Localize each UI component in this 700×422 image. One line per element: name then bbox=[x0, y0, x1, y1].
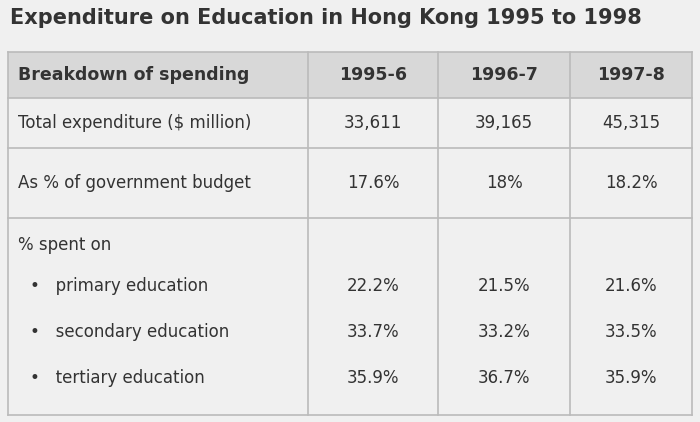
Text: 21.5%: 21.5% bbox=[477, 277, 531, 295]
Bar bbox=[308, 98, 438, 148]
Text: 35.9%: 35.9% bbox=[346, 369, 399, 387]
Bar bbox=[570, 148, 692, 218]
Bar bbox=[438, 218, 570, 415]
Text: 18.2%: 18.2% bbox=[605, 174, 657, 192]
Text: 1995-6: 1995-6 bbox=[339, 66, 407, 84]
Text: 1997-8: 1997-8 bbox=[597, 66, 665, 84]
Bar bbox=[308, 148, 438, 218]
Text: 33.7%: 33.7% bbox=[346, 323, 399, 341]
Text: 21.6%: 21.6% bbox=[605, 277, 657, 295]
Bar bbox=[8, 98, 308, 148]
Text: 1996-7: 1996-7 bbox=[470, 66, 538, 84]
Bar bbox=[438, 98, 570, 148]
Bar bbox=[438, 52, 570, 98]
Text: Expenditure on Education in Hong Kong 1995 to 1998: Expenditure on Education in Hong Kong 19… bbox=[10, 8, 642, 28]
Text: 35.9%: 35.9% bbox=[605, 369, 657, 387]
Bar bbox=[8, 52, 308, 98]
Text: % spent on: % spent on bbox=[18, 236, 111, 254]
Bar bbox=[570, 52, 692, 98]
Bar bbox=[570, 98, 692, 148]
Text: 18%: 18% bbox=[486, 174, 522, 192]
Text: 39,165: 39,165 bbox=[475, 114, 533, 132]
Text: 36.7%: 36.7% bbox=[477, 369, 531, 387]
Bar bbox=[570, 218, 692, 415]
Bar bbox=[8, 218, 308, 415]
Text: Total expenditure ($ million): Total expenditure ($ million) bbox=[18, 114, 251, 132]
Text: 33.2%: 33.2% bbox=[477, 323, 531, 341]
Text: 33,611: 33,611 bbox=[344, 114, 402, 132]
Text: As % of government budget: As % of government budget bbox=[18, 174, 251, 192]
Text: 22.2%: 22.2% bbox=[346, 277, 400, 295]
Text: 45,315: 45,315 bbox=[602, 114, 660, 132]
Text: Breakdown of spending: Breakdown of spending bbox=[18, 66, 249, 84]
Bar bbox=[308, 52, 438, 98]
Bar bbox=[308, 218, 438, 415]
Text: •   secondary education: • secondary education bbox=[30, 323, 230, 341]
Text: 17.6%: 17.6% bbox=[346, 174, 399, 192]
Text: 33.5%: 33.5% bbox=[605, 323, 657, 341]
Text: •   primary education: • primary education bbox=[30, 277, 209, 295]
Bar bbox=[438, 148, 570, 218]
Bar bbox=[8, 148, 308, 218]
Text: •   tertiary education: • tertiary education bbox=[30, 369, 204, 387]
